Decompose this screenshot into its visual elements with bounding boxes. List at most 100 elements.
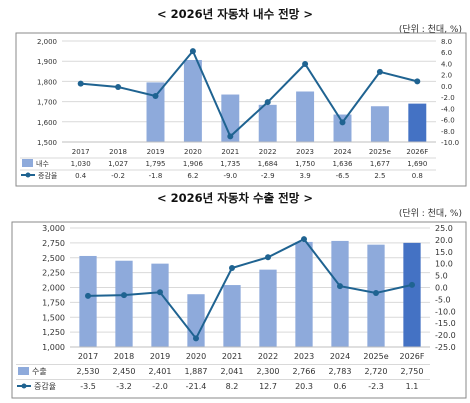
rate-value-label: 0.4: [75, 172, 87, 180]
legend-line-label: 증감율: [38, 172, 58, 180]
line-point: [85, 292, 91, 299]
bar-value-label: 1,750: [295, 160, 315, 168]
line-point: [152, 92, 159, 99]
bar-value-label: 2,750: [401, 367, 424, 376]
line-point: [302, 61, 309, 68]
bar: [151, 263, 169, 347]
bar: [333, 114, 352, 142]
line-point: [301, 236, 307, 243]
rate-value-label: -21.4: [186, 382, 207, 391]
line-series: [87, 237, 413, 341]
chart-frame: [15, 32, 467, 187]
line-point: [409, 281, 415, 288]
y-left-tick-label: 2,250: [42, 269, 65, 278]
y-right-tick-label: 5.0: [435, 272, 448, 281]
legend-line-marker: [25, 172, 31, 178]
bar-value-label: 2,401: [149, 367, 172, 376]
y-left-tick-label: 1,700: [37, 99, 57, 107]
y-left-tick-label: 3,000: [42, 224, 65, 233]
bar-value-label: 1,735: [220, 160, 240, 168]
bar-value-label: 1,030: [71, 160, 91, 168]
y-right-tick-label: -8.0: [441, 128, 455, 136]
bar-value-label: 1,684: [258, 160, 279, 168]
y-left-tick-label: 1,000: [42, 343, 65, 352]
rate-value-label: 8.2: [226, 382, 239, 391]
bar: [403, 242, 421, 347]
line-point: [157, 289, 163, 296]
bar: [221, 94, 240, 142]
y-right-tick-label: 2.0: [441, 72, 452, 80]
y-right-tick-label: -4.0: [441, 105, 455, 113]
x-tick-label: 2021: [222, 352, 242, 361]
x-tick-label: 2024: [330, 352, 350, 361]
y-right-tick-label: 10.0: [435, 260, 453, 269]
legend-line-label: 증감율: [34, 381, 56, 391]
x-tick-label: 2020: [186, 352, 206, 361]
bar-value-label: 2,766: [293, 367, 316, 376]
line-point: [337, 283, 343, 290]
y-right-tick-label: 20.0: [435, 236, 453, 245]
bar: [259, 269, 277, 347]
x-tick-label: 2018: [114, 352, 134, 361]
y-right-tick-label: 4.0: [441, 60, 452, 68]
legend-bar-swatch: [22, 159, 33, 167]
rate-value-label: -2.0: [152, 382, 168, 391]
y-right-tick-label: 8.0: [441, 38, 452, 46]
y-right-tick-label: 0.0: [441, 83, 452, 91]
x-tick-label: 2017: [78, 352, 98, 361]
y-right-tick-label: 25.0: [435, 224, 453, 233]
domestic-sales-chart: 1,500 1,600 1,700 1,800 1,900 2,000 -10.0 -8.0 -…: [15, 32, 467, 187]
rate-value-label: -9.0: [223, 172, 237, 180]
rate-value-label: 20.3: [295, 382, 313, 391]
y-right-tick-label: -5.0: [435, 295, 451, 304]
rate-value-label: -0.2: [111, 172, 125, 180]
x-tick-label: 2019: [150, 352, 170, 361]
x-tick-label: 2024: [334, 148, 352, 156]
rate-value-label: -3.5: [80, 382, 96, 391]
y-left-tick-label: 1,250: [42, 328, 65, 337]
rate-value-label: 1.1: [406, 382, 419, 391]
bar: [183, 59, 202, 142]
line-point: [115, 84, 122, 91]
y-left-tick-label: 1,900: [37, 58, 57, 66]
rate-value-label: 0.6: [334, 382, 347, 391]
bar: [223, 285, 241, 347]
bar-value-label: 2,041: [221, 367, 244, 376]
bar: [296, 91, 315, 142]
line-point: [121, 292, 127, 299]
line-point: [265, 254, 271, 261]
y-right-tick-label: -2.0: [441, 94, 455, 102]
y-left-tick-label: 1,500: [37, 139, 57, 147]
bar: [146, 82, 165, 142]
bar-value-label: 1,677: [370, 160, 390, 168]
y-right-tick-label: -10.0: [435, 307, 456, 316]
line-point: [193, 335, 199, 342]
y-right-tick-label: -15.0: [435, 319, 456, 328]
x-tick-label: 2025e: [363, 352, 388, 361]
line-point: [77, 80, 84, 87]
bar-value-label: 1,690: [407, 160, 427, 168]
bar-value-label: 2,530: [77, 367, 100, 376]
legend-bar-swatch: [18, 367, 29, 375]
rate-value-label: -1.8: [149, 172, 163, 180]
line-point: [339, 119, 346, 126]
chart1-title: < 2026년 자동차 내수 전망 >: [157, 7, 313, 21]
line-point: [227, 133, 234, 140]
rate-value-label: 0.8: [412, 172, 423, 180]
y-right-tick-label: 15.0: [435, 248, 453, 257]
line-series: [80, 49, 418, 139]
x-tick-label: 2023: [294, 352, 314, 361]
y-right-tick-label: -6.0: [441, 117, 455, 125]
line-point: [264, 99, 271, 106]
rate-value-label: 6.2: [187, 172, 198, 180]
bar: [79, 255, 97, 347]
x-tick-label: 2017: [72, 148, 90, 156]
line-point: [376, 68, 383, 75]
y-right-tick-label: -25.0: [435, 343, 456, 352]
line-point: [229, 264, 235, 271]
y-left-tick-label: 2,000: [37, 38, 57, 46]
y-right-tick-label: 0.0: [435, 284, 448, 293]
y-left-tick-label: 2,000: [42, 284, 65, 293]
legend-bar-label: 수출: [32, 366, 47, 376]
x-tick-label: 2022: [259, 148, 277, 156]
